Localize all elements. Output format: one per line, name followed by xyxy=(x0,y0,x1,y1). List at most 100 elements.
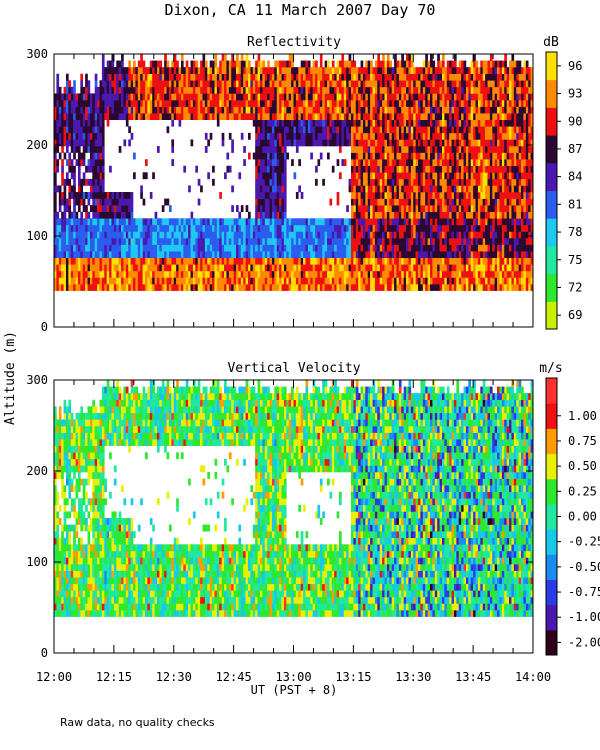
heatmap-cell xyxy=(422,80,426,88)
heatmap-cell xyxy=(451,277,455,285)
heatmap-cell xyxy=(185,257,189,265)
heatmap-cell xyxy=(408,80,412,88)
heatmap-cell xyxy=(370,224,373,232)
heatmap-cell xyxy=(358,264,361,272)
heatmap-cell xyxy=(274,139,278,147)
heatmap-cell xyxy=(271,159,275,167)
heatmap-cell xyxy=(283,224,287,232)
heatmap-cell xyxy=(137,231,141,239)
heatmap-cell xyxy=(408,159,412,167)
heatmap-cell xyxy=(200,100,203,107)
heatmap-cell xyxy=(85,231,88,239)
heatmap-cell xyxy=(449,73,452,81)
heatmap-cell xyxy=(422,119,426,127)
heatmap-cell xyxy=(329,106,333,114)
heatmap-cell xyxy=(336,113,340,121)
heatmap-cell xyxy=(281,224,285,232)
heatmap-cell xyxy=(453,86,457,94)
heatmap-cell xyxy=(410,284,414,291)
heatmap-cell xyxy=(379,264,383,272)
heatmap-cell xyxy=(298,126,301,134)
heatmap-cell xyxy=(56,132,60,140)
heatmap-cell xyxy=(348,218,352,226)
heatmap-cell xyxy=(87,86,91,94)
heatmap-cell xyxy=(207,224,210,232)
heatmap-cell xyxy=(382,119,385,127)
heatmap-cell xyxy=(276,231,280,239)
heatmap-cell xyxy=(142,198,146,206)
heatmap-cell xyxy=(116,73,119,81)
heatmap-cell xyxy=(343,60,347,68)
heatmap-cell xyxy=(303,231,306,239)
heatmap-cell xyxy=(465,80,469,88)
heatmap-cell xyxy=(118,211,122,219)
heatmap-cell xyxy=(343,159,347,167)
heatmap-cell xyxy=(286,139,289,147)
heatmap-cell xyxy=(458,126,462,134)
heatmap-cell xyxy=(149,80,153,88)
heatmap-cell xyxy=(470,231,474,239)
heatmap-cell xyxy=(319,284,323,291)
heatmap-cell xyxy=(118,80,122,88)
heatmap-cell xyxy=(180,244,184,252)
heatmap-cell xyxy=(315,270,318,278)
heatmap-cell xyxy=(171,139,175,147)
heatmap-cell xyxy=(322,106,325,114)
heatmap-cell xyxy=(63,185,67,193)
heatmap-cell xyxy=(279,178,282,186)
heatmap-cell xyxy=(377,139,381,147)
heatmap-cell xyxy=(283,231,287,239)
heatmap-cell xyxy=(470,211,474,219)
heatmap-cell xyxy=(353,231,357,239)
heatmap-cell xyxy=(63,218,67,226)
heatmap-cell xyxy=(377,211,381,219)
heatmap-cell xyxy=(427,159,431,167)
heatmap-cell xyxy=(449,165,452,173)
heatmap-cell xyxy=(406,159,409,167)
heatmap-cell xyxy=(159,67,163,75)
heatmap-cell xyxy=(73,165,76,173)
heatmap-cell xyxy=(279,251,282,259)
heatmap-cell xyxy=(461,119,464,127)
heatmap-cell xyxy=(118,284,122,291)
heatmap-cell xyxy=(154,224,158,232)
heatmap-cell xyxy=(401,146,404,153)
heatmap-cell xyxy=(473,211,476,219)
heatmap-cell xyxy=(425,159,428,167)
heatmap-cell xyxy=(355,224,359,232)
heatmap-cell xyxy=(116,192,119,199)
heatmap-cell xyxy=(427,67,431,75)
heatmap-cell xyxy=(219,284,222,291)
heatmap-cell xyxy=(300,238,304,245)
heatmap-cell xyxy=(329,139,333,147)
heatmap-cell xyxy=(458,67,462,75)
heatmap-cell xyxy=(343,80,347,88)
heatmap-cell xyxy=(432,100,436,107)
heatmap-cell xyxy=(430,132,433,140)
heatmap-cell xyxy=(310,270,313,278)
heatmap-cell xyxy=(92,93,96,101)
heatmap-cell xyxy=(238,231,242,239)
heatmap-cell xyxy=(355,73,359,81)
heatmap-cell xyxy=(271,224,275,232)
heatmap-cell xyxy=(437,80,440,88)
heatmap-cell xyxy=(398,211,402,219)
heatmap-cell xyxy=(255,192,258,199)
heatmap-cell xyxy=(65,205,69,213)
heatmap-cell xyxy=(291,93,294,101)
heatmap-cell xyxy=(97,119,100,127)
heatmap-cell xyxy=(130,284,134,291)
heatmap-cell xyxy=(444,165,448,173)
heatmap-cell xyxy=(255,93,258,101)
heatmap-cell xyxy=(415,198,419,206)
heatmap-cell xyxy=(281,270,285,278)
heatmap-cell xyxy=(305,244,309,252)
heatmap-cell xyxy=(97,126,100,134)
heatmap-cell xyxy=(176,80,179,88)
heatmap-cell xyxy=(386,244,390,252)
heatmap-cell xyxy=(147,238,151,245)
heatmap-cell xyxy=(94,152,98,160)
heatmap-cell xyxy=(355,251,359,259)
heatmap-cell xyxy=(73,146,76,153)
heatmap-cell xyxy=(192,100,196,107)
